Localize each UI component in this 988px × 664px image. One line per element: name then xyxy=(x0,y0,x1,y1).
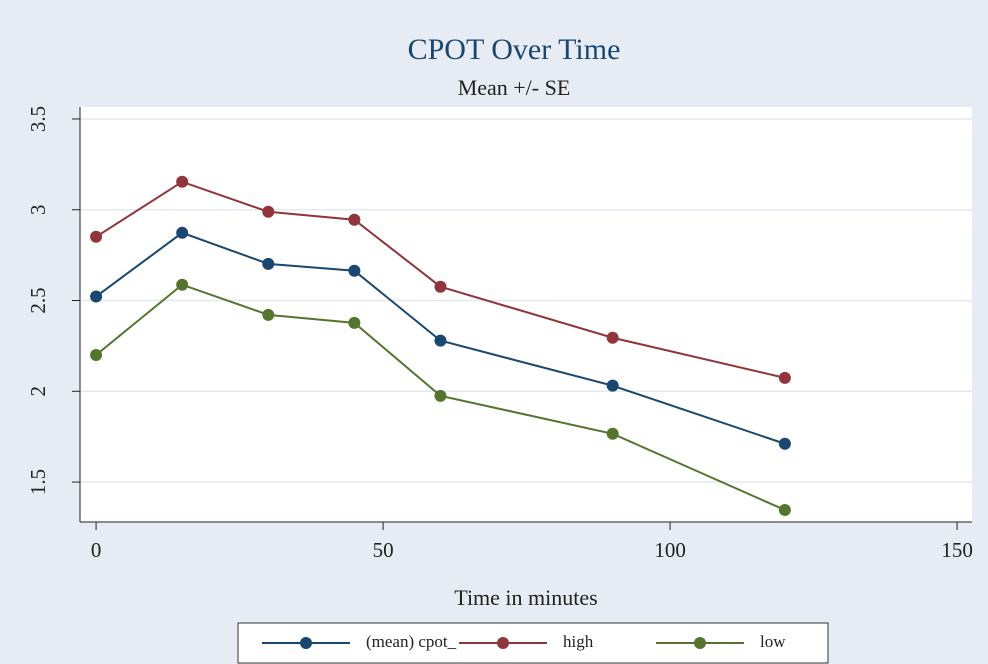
series-marker xyxy=(90,348,103,361)
x-axis-label: Time in minutes xyxy=(454,585,597,610)
series-marker xyxy=(348,264,361,277)
y-tick-label: 3.5 xyxy=(26,106,50,132)
y-tick-label: 3 xyxy=(26,205,50,216)
y-tick-label: 2 xyxy=(26,386,50,397)
series-marker xyxy=(262,308,275,321)
series-marker xyxy=(778,371,791,384)
legend-marker xyxy=(694,637,706,649)
legend-marker xyxy=(497,637,509,649)
series-marker xyxy=(348,316,361,329)
x-tick-label: 150 xyxy=(941,538,973,562)
series-marker xyxy=(434,389,447,402)
series-marker xyxy=(434,280,447,293)
series-marker xyxy=(348,213,361,226)
legend-label: (mean) cpot_ xyxy=(366,632,457,651)
series-marker xyxy=(778,437,791,450)
series-marker xyxy=(90,230,103,243)
chart-subtitle: Mean +/- SE xyxy=(458,75,571,100)
series-marker xyxy=(606,331,619,344)
y-tick-label: 2.5 xyxy=(26,287,50,313)
series-marker xyxy=(434,334,447,347)
chart-title: CPOT Over Time xyxy=(408,33,621,66)
series-marker xyxy=(90,290,103,303)
legend-marker xyxy=(300,637,312,649)
series-marker xyxy=(176,278,189,291)
y-tick-label: 1.5 xyxy=(26,469,50,495)
series-marker xyxy=(778,504,791,517)
series-marker xyxy=(262,257,275,270)
series-marker xyxy=(606,427,619,440)
x-tick-label: 0 xyxy=(91,538,102,562)
series-marker xyxy=(262,205,275,218)
series-marker xyxy=(176,175,189,188)
x-tick-label: 50 xyxy=(373,538,394,562)
series-marker xyxy=(176,226,189,239)
plot-area xyxy=(80,107,972,522)
x-tick-label: 100 xyxy=(654,538,686,562)
legend-label: low xyxy=(760,632,786,651)
series-marker xyxy=(606,379,619,392)
legend-label: high xyxy=(563,632,594,651)
